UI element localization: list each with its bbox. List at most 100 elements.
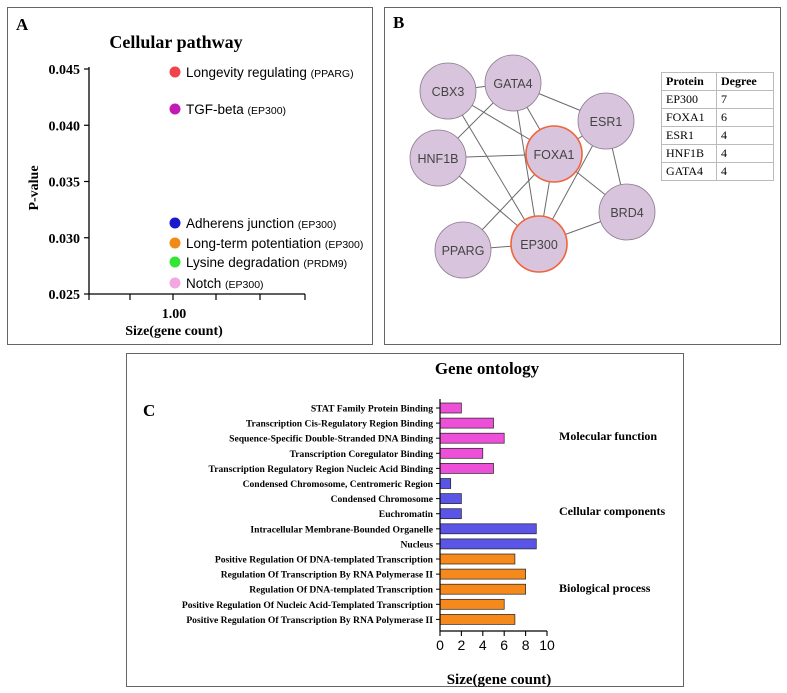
network-node: BRD4: [598, 183, 656, 241]
bar: [439, 478, 452, 489]
point-name: Lysine degradation: [186, 255, 303, 270]
panel-c: C Gene ontology Size(gene count) STAT Fa…: [126, 353, 684, 688]
network-graph: B CBX3 GATA4 ESR1 HNF1B FOXA1 BRD4 PPARG EP300: [393, 13, 656, 279]
scatter-point: [169, 237, 181, 249]
degree-table-header-protein: Protein: [661, 72, 717, 91]
bar: [439, 493, 462, 504]
network-node: PPARG: [434, 221, 492, 279]
scatter-point: [169, 256, 181, 268]
node-circle: [577, 92, 635, 150]
bar: [439, 432, 505, 444]
table-cell-protein: ESR1: [661, 126, 717, 145]
group-label: Molecular function: [559, 429, 657, 443]
node-circle: [484, 54, 542, 112]
scatter-point: [169, 217, 181, 229]
x-tick-label: 4: [479, 637, 487, 653]
y-tick-label: 0.045: [49, 63, 81, 78]
category-label: Transcription Cis-Regulatory Region Bind…: [246, 419, 433, 430]
point-gene: (PRDM9): [303, 258, 347, 270]
bar: [439, 598, 505, 610]
category-label: Transcription Regulatory Region Nucleic …: [209, 464, 434, 475]
panel-a-x-label: Size(gene count): [125, 324, 223, 339]
node-circle: [525, 125, 583, 183]
panel-c-chart: C Gene ontology Size(gene count) STAT Fa…: [143, 359, 665, 688]
point-name: Adherens junction: [186, 216, 298, 231]
panel-b-letter: B: [393, 13, 404, 32]
category-label: Nucleus: [400, 539, 433, 550]
x-tick-label: 10: [539, 637, 555, 653]
point-name: Longevity regulating: [186, 65, 311, 80]
table-row: FOXA1 6: [661, 108, 774, 127]
category-label: Positive Regulation Of DNA-templated Tra…: [215, 555, 434, 566]
network-node: ESR1: [577, 92, 635, 150]
x-tick-label: 6: [500, 637, 508, 653]
node-circle: [510, 215, 568, 273]
x-tick-label: 8: [522, 637, 530, 653]
table-cell-degree: 7: [716, 90, 774, 109]
table-row: EP300 7: [661, 90, 774, 109]
table-cell-protein: GATA4: [661, 162, 717, 181]
table-row: HNF1B 4: [661, 144, 774, 163]
panel-a: A Cellular pathway P-value Size(gene cou…: [7, 7, 373, 345]
x-tick-label: 0: [436, 637, 444, 653]
group-label: Cellular components: [559, 504, 665, 518]
network-node: GATA4: [484, 54, 542, 112]
category-label: Condensed Chromosome: [331, 494, 434, 505]
category-label: Intracellular Membrane-Bounded Organelle: [250, 524, 433, 535]
point-name: Long-term potentiation: [186, 236, 325, 251]
network-edge: [447, 90, 540, 245]
table-cell-degree: 6: [716, 108, 774, 127]
category-label: Regulation Of Transcription By RNA Polym…: [221, 570, 434, 581]
point-gene: (EP300): [325, 239, 364, 251]
point-label: Adherens junction (EP300): [186, 216, 336, 231]
node-label: GATA4: [493, 77, 532, 91]
bar: [439, 553, 516, 565]
degree-table-wrap: Protein Degree EP300 7 FOXA1 6 ESR1 4 HN…: [661, 72, 774, 181]
y-tick-label: 0.030: [49, 232, 81, 247]
x-tick-label: 1.00: [162, 307, 187, 322]
panel-a-letter: A: [16, 15, 29, 34]
node-circle: [419, 62, 477, 120]
category-label: Positive Regulation Of Transcription By …: [186, 615, 433, 626]
panel-a-title: Cellular pathway: [109, 32, 242, 52]
y-tick-label: 0.035: [49, 176, 81, 191]
bar: [439, 614, 516, 625]
point-label: Long-term potentiation (EP300): [186, 236, 363, 251]
node-circle: [409, 129, 467, 187]
point-gene: (EP300): [225, 279, 264, 291]
node-label: ESR1: [590, 115, 623, 129]
network-node: CBX3: [419, 62, 477, 120]
panel-c-letter: C: [143, 401, 155, 420]
point-name: TGF-beta: [186, 102, 248, 117]
category-label: STAT Family Protein Binding: [311, 404, 433, 415]
category-label: Regulation Of DNA-templated Transcriptio…: [249, 585, 433, 596]
category-label: Positive Regulation Of Nucleic Acid-Temp…: [182, 600, 434, 611]
node-label: HNF1B: [418, 152, 459, 166]
bar: [439, 538, 537, 550]
node-label: EP300: [520, 238, 558, 252]
table-row: ESR1 4: [661, 126, 774, 145]
point-label: TGF-beta (EP300): [186, 102, 286, 117]
point-name: Notch: [186, 276, 225, 291]
y-tick-label: 0.025: [49, 288, 81, 303]
network-node: HNF1B: [409, 129, 467, 187]
scatter-point: [169, 277, 181, 289]
bar: [439, 463, 494, 474]
node-circle: [598, 183, 656, 241]
y-tick-label: 0.040: [49, 119, 81, 134]
point-gene: (PPARG): [311, 68, 354, 80]
bar: [439, 568, 526, 580]
bar: [439, 402, 462, 414]
network-node: EP300: [510, 215, 568, 273]
node-label: CBX3: [432, 85, 465, 99]
panel-c-title: Gene ontology: [435, 359, 540, 378]
x-tick-label: 2: [458, 637, 466, 653]
category-label: Condensed Chromosome, Centromeric Region: [243, 479, 434, 490]
table-cell-protein: HNF1B: [661, 144, 717, 163]
point-label: Longevity regulating (PPARG): [186, 65, 354, 80]
scatter-point: [169, 66, 181, 78]
bar: [439, 447, 484, 459]
point-label: Lysine degradation (PRDM9): [186, 255, 347, 270]
scatter-point: [169, 103, 181, 115]
group-label: Biological process: [559, 581, 651, 595]
